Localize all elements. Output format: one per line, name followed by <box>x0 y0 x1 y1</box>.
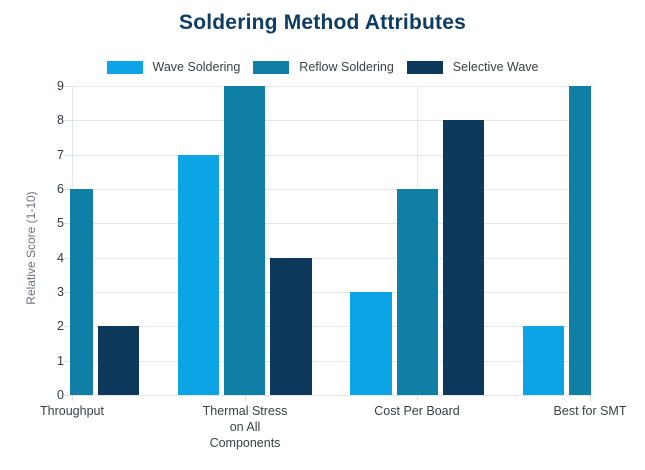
bar-reflow-soldering-best-for-smt <box>569 86 591 395</box>
legend-swatch-reflow-soldering <box>253 61 290 74</box>
y-gridline <box>70 395 591 396</box>
bar-wave-soldering-best-for-smt <box>522 326 565 395</box>
x-axis-category-label: Throughput <box>40 404 104 418</box>
y-tick-label: 8 <box>57 113 64 127</box>
y-gridline <box>70 361 591 362</box>
y-gridline <box>70 258 591 259</box>
y-tick-label: 9 <box>57 79 64 93</box>
y-tick-label: 2 <box>57 319 64 333</box>
y-tick-label: 6 <box>57 182 64 196</box>
y-tick-mark <box>64 258 70 259</box>
legend-swatch-wave-soldering <box>106 61 143 74</box>
bar-reflow-soldering-thermal-stress-on-all-components <box>223 86 266 395</box>
y-tick-label: 5 <box>57 216 64 230</box>
y-gridline <box>70 86 591 87</box>
y-gridline <box>70 326 591 327</box>
plot-area <box>70 86 591 396</box>
bar-selective-wave-throughput <box>97 326 140 395</box>
legend: Wave Soldering Reflow Soldering Selective … <box>0 61 645 74</box>
y-tick-mark <box>64 223 70 224</box>
y-tick-mark <box>64 189 70 190</box>
y-tick-label: 0 <box>57 388 64 402</box>
bar-selective-wave-cost-per-board <box>442 120 485 395</box>
x-tick-mark <box>245 396 246 401</box>
legend-item-wave-soldering[interactable]: Wave Soldering <box>106 60 241 74</box>
y-tick-mark <box>64 395 70 396</box>
legend-swatch-selective-wave <box>406 61 443 74</box>
legend-label: Wave Soldering <box>152 60 241 74</box>
legend-label: Reflow Soldering <box>299 60 394 74</box>
y-gridline <box>70 223 591 224</box>
x-axis-category-label: Thermal Stress on All Components <box>202 404 288 450</box>
y-tick-mark <box>64 120 70 121</box>
x-axis-category-label: Best for SMT <box>553 404 627 418</box>
y-gridline <box>70 189 591 190</box>
y-gridline <box>70 292 591 293</box>
legend-item-reflow-soldering[interactable]: Reflow Soldering <box>253 61 394 74</box>
bar-wave-soldering-thermal-stress-on-all-components <box>177 155 220 395</box>
y-tick-label: 7 <box>57 148 64 162</box>
y-tick-label: 1 <box>57 354 64 368</box>
x-tick-mark <box>72 396 73 401</box>
y-tick-label: 3 <box>57 285 64 299</box>
y-gridline <box>70 120 591 121</box>
legend-label: Selective Wave <box>452 60 539 74</box>
x-tick-mark <box>590 396 591 401</box>
x-tick-mark <box>417 396 418 401</box>
y-tick-mark <box>64 361 70 362</box>
y-tick-mark <box>64 155 70 156</box>
y-tick-label: 4 <box>57 251 64 265</box>
bar-reflow-soldering-cost-per-board <box>396 189 439 395</box>
bar-selective-wave-thermal-stress-on-all-components <box>270 258 312 395</box>
bar-reflow-soldering-throughput <box>70 189 93 395</box>
x-axis-category-label: Cost Per Board <box>374 404 460 418</box>
legend-item-selective-wave[interactable]: Selective Wave <box>406 60 539 74</box>
y-tick-mark <box>64 292 70 293</box>
y-gridline <box>70 155 591 156</box>
y-tick-mark <box>64 326 70 327</box>
y-tick-mark <box>64 86 70 87</box>
chart-title: Soldering Method Attributes <box>179 11 466 34</box>
bar-wave-soldering-cost-per-board <box>350 292 392 395</box>
